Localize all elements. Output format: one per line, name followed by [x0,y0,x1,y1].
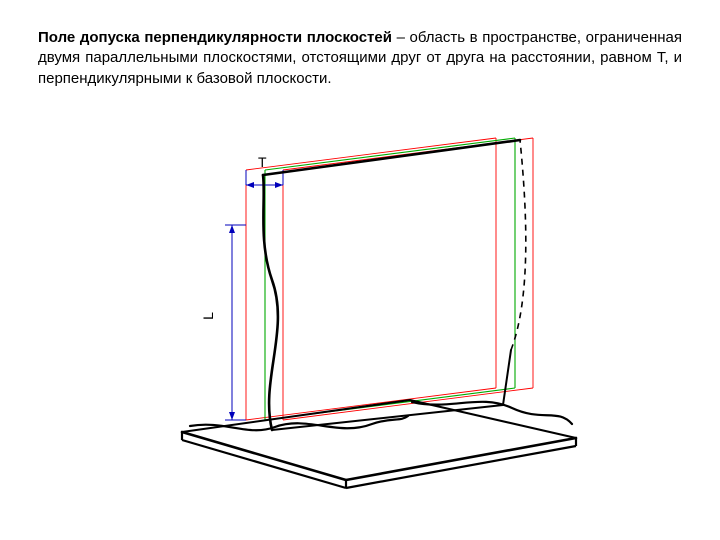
dimension-label-T: T [258,154,267,170]
dimension-label-L: L [200,312,216,320]
dimension-L [225,225,246,420]
diagram-svg [150,130,610,520]
definition-caption: Поле допуска перпендикулярности плоскост… [38,28,682,89]
definition-term: Поле допуска перпендикулярности плоскост… [38,29,392,46]
base-plate [182,400,576,488]
nominal-plane [265,138,515,420]
perpendicularity-tolerance-figure: T L [150,130,610,520]
tolerance-plane-front [283,138,533,420]
plate-base-intersection [272,405,503,430]
real-vertical-surface [263,140,526,430]
